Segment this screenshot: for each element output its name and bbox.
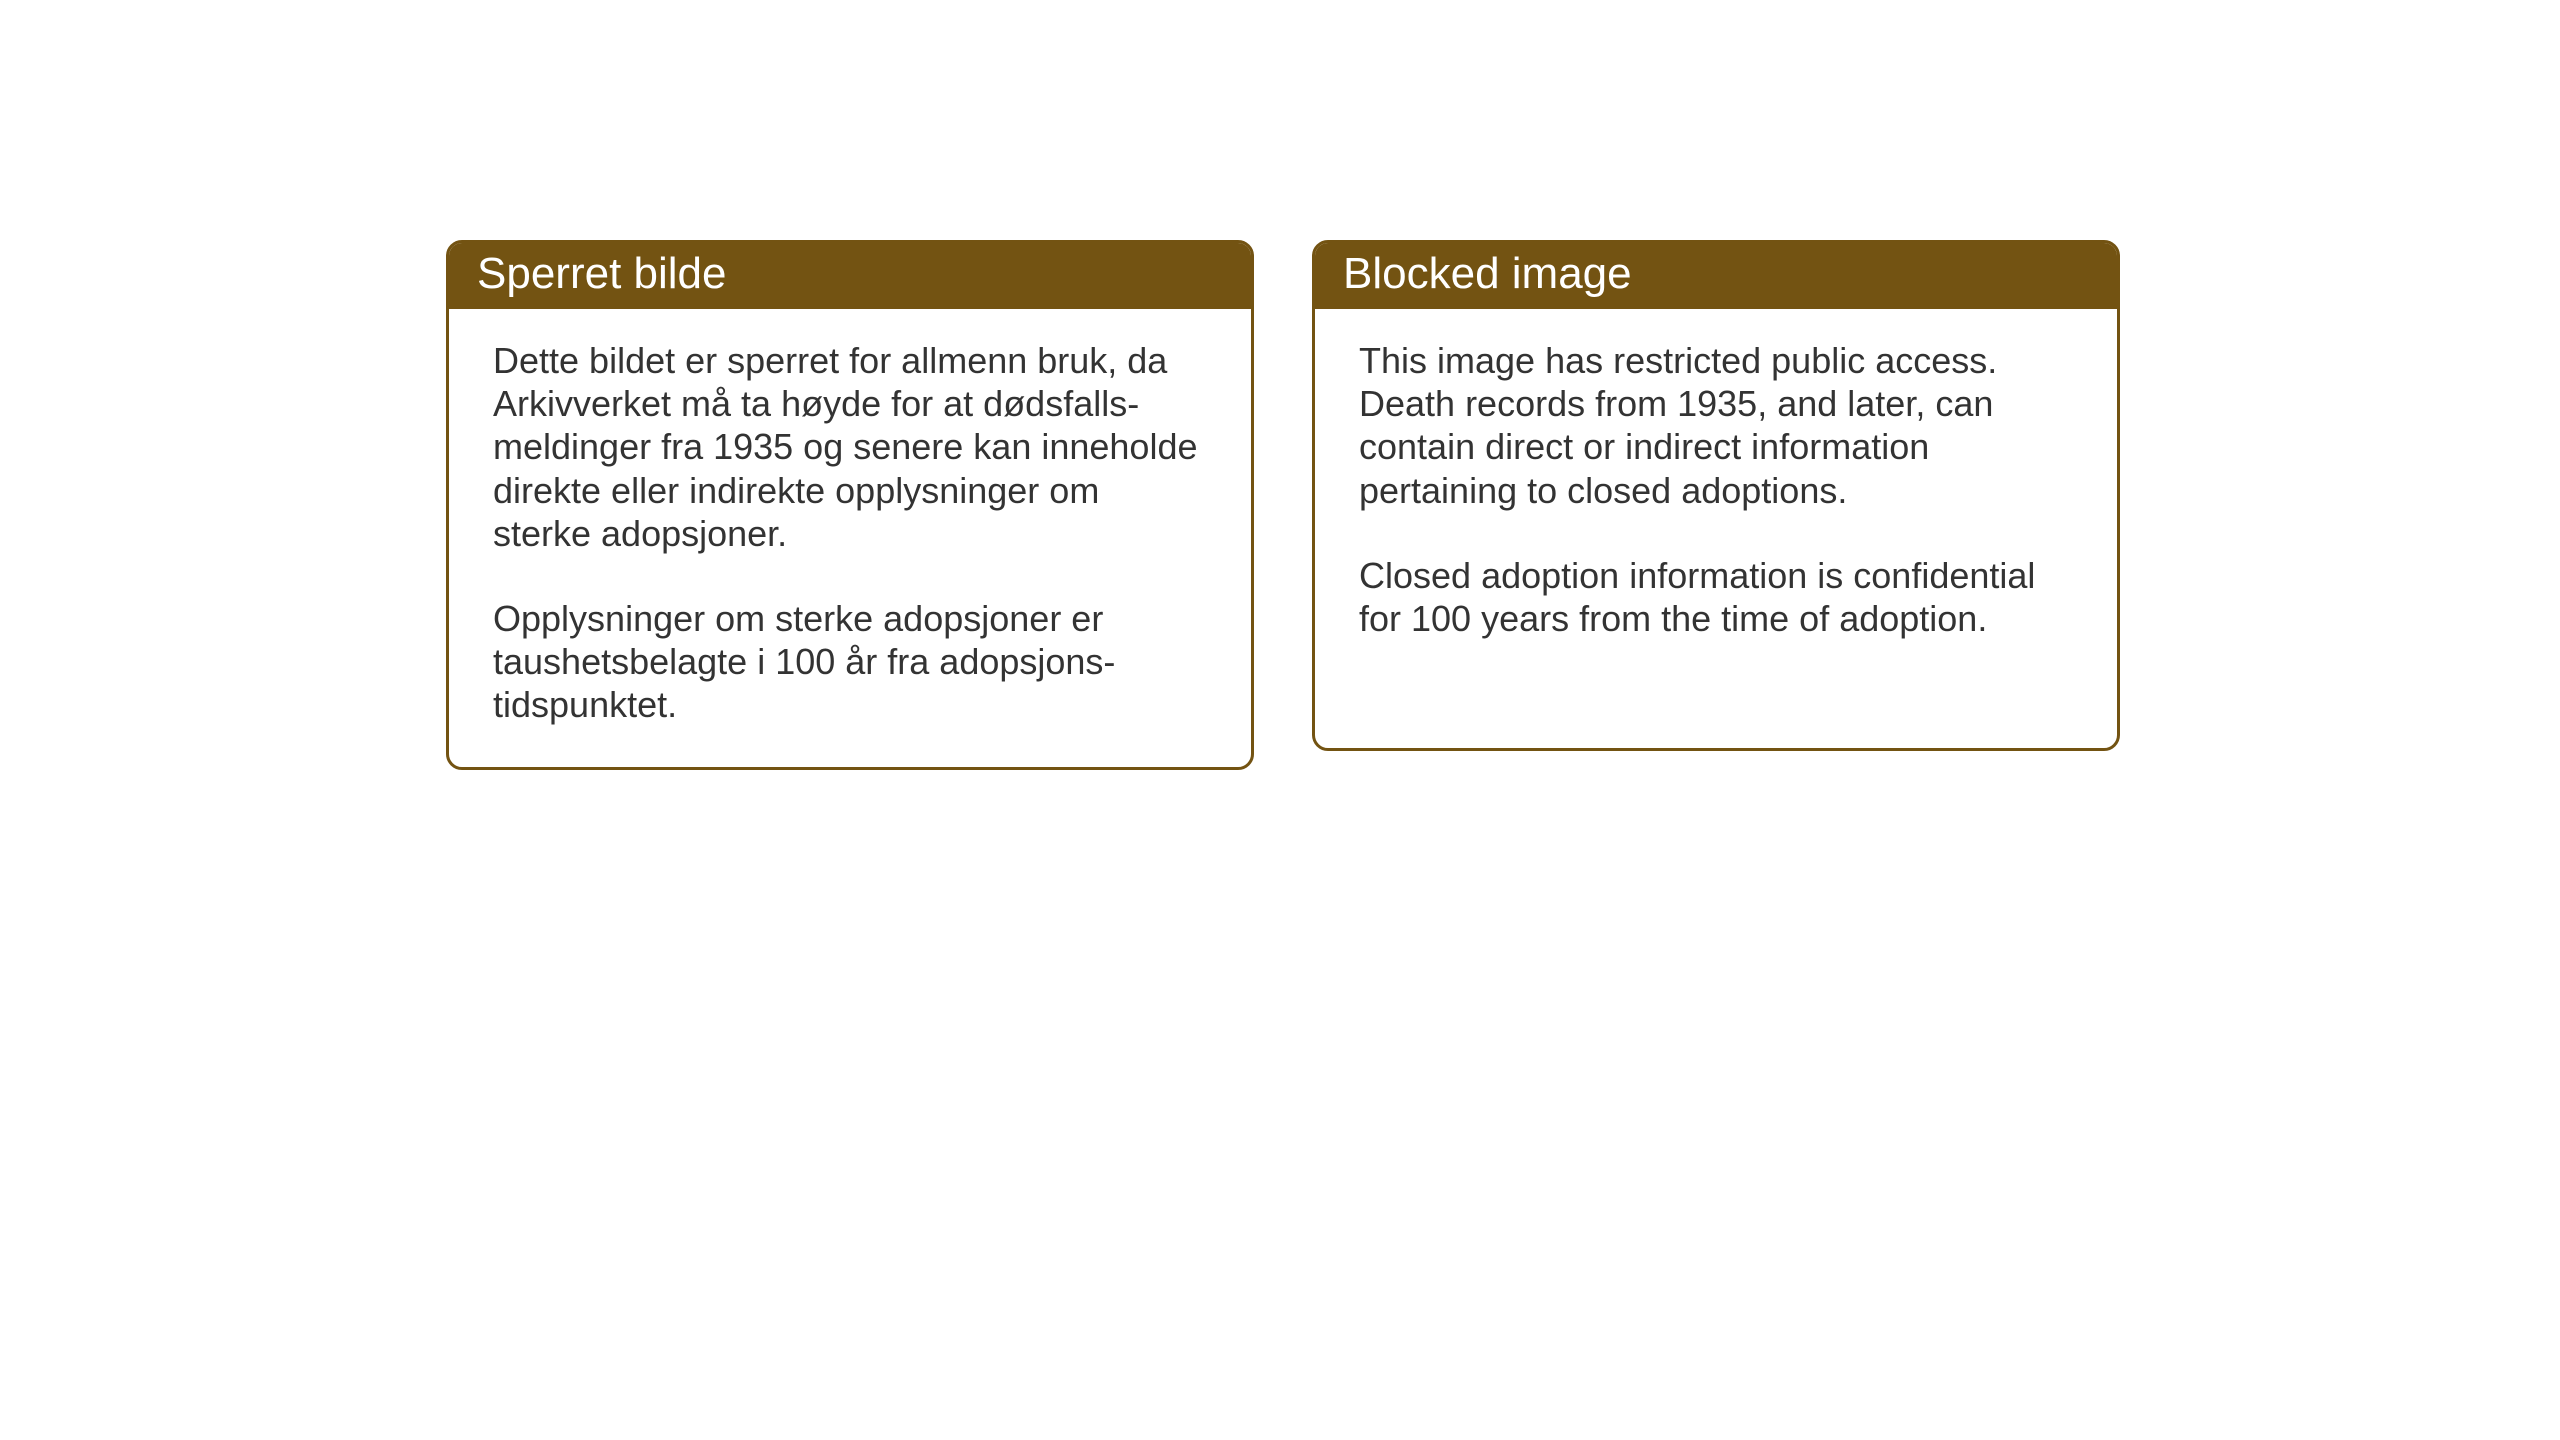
cards-container: Sperret bilde Dette bildet er sperret fo…	[446, 240, 2120, 770]
norwegian-card-body: Dette bildet er sperret for allmenn bruk…	[449, 309, 1251, 767]
norwegian-paragraph-1: Dette bildet er sperret for allmenn bruk…	[493, 339, 1207, 555]
english-paragraph-2: Closed adoption information is confident…	[1359, 554, 2073, 640]
english-notice-card: Blocked image This image has restricted …	[1312, 240, 2120, 751]
norwegian-paragraph-2: Opplysninger om sterke adopsjoner er tau…	[493, 597, 1207, 727]
english-paragraph-1: This image has restricted public access.…	[1359, 339, 2073, 512]
norwegian-card-title: Sperret bilde	[449, 243, 1251, 309]
english-card-body: This image has restricted public access.…	[1315, 309, 2117, 680]
norwegian-notice-card: Sperret bilde Dette bildet er sperret fo…	[446, 240, 1254, 770]
english-card-title: Blocked image	[1315, 243, 2117, 309]
